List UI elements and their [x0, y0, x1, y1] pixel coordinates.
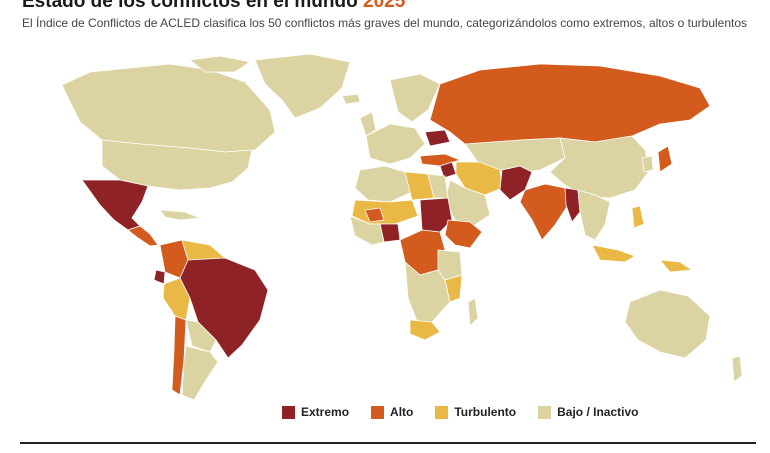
title-year: 2025 — [363, 0, 406, 12]
region-mozambique — [444, 274, 463, 303]
region-japan — [657, 145, 673, 173]
region-chile — [171, 315, 187, 396]
region-arctic-islands — [189, 55, 251, 73]
region-mexico — [81, 179, 149, 231]
region-sudan — [419, 197, 453, 233]
region-russia — [429, 63, 711, 147]
legend-item-turbulento: Turbulento — [435, 405, 516, 419]
world-map — [61, 53, 743, 400]
bottom-rule — [20, 442, 756, 444]
region-uk — [359, 111, 377, 137]
region-horn-africa — [444, 219, 483, 249]
region-ukraine — [424, 129, 451, 147]
map-title: Estado de los conflictos en el mundo 202… — [22, 0, 405, 13]
region-bolivia — [185, 319, 217, 353]
region-south-africa — [409, 319, 441, 341]
region-scandinavia — [389, 73, 441, 123]
region-china — [549, 135, 651, 199]
region-myanmar — [564, 187, 581, 223]
legend-item-bajo: Bajo / Inactivo — [538, 405, 638, 419]
legend-label-bajo: Bajo / Inactivo — [557, 405, 639, 419]
legend: Extremo Alto Turbulento Bajo / Inactivo — [282, 405, 638, 419]
region-north-africa-west — [354, 165, 413, 203]
region-west-africa-coast — [349, 215, 385, 246]
region-korea — [641, 155, 654, 173]
region-india — [519, 183, 569, 241]
region-greenland — [254, 53, 351, 119]
legend-label-alto: Alto — [390, 405, 414, 419]
region-southeast-asia — [577, 189, 611, 241]
swatch-bajo — [538, 405, 552, 419]
legend-item-extremo: Extremo — [282, 405, 349, 419]
region-western-europe — [365, 123, 426, 165]
region-philippines — [631, 205, 645, 229]
legend-label-turbulento: Turbulento — [454, 405, 517, 419]
region-iraq-iran — [455, 161, 503, 196]
legend-label-extremo: Extremo — [301, 405, 350, 419]
region-caribbean — [159, 209, 201, 221]
region-turkey — [419, 153, 461, 167]
region-papua — [659, 259, 693, 273]
region-central-america — [127, 225, 159, 247]
region-canada — [61, 63, 276, 153]
region-argentina — [181, 345, 219, 400]
region-brazil — [179, 257, 269, 359]
region-iceland — [341, 93, 361, 105]
swatch-turbulento — [435, 405, 449, 419]
swatch-alto — [371, 405, 385, 419]
title-main: Estado de los conflictos en el mundo — [22, 0, 358, 12]
region-australia — [624, 289, 711, 359]
map-subtitle: El Índice de Conflictos de ACLED clasifi… — [22, 16, 748, 30]
region-burkina — [364, 207, 385, 223]
legend-item-alto: Alto — [371, 405, 413, 419]
region-indonesia — [591, 244, 636, 263]
region-new-zealand — [731, 355, 743, 383]
region-ecuador — [153, 269, 166, 285]
region-madagascar — [467, 297, 479, 327]
swatch-extremo — [282, 405, 295, 419]
